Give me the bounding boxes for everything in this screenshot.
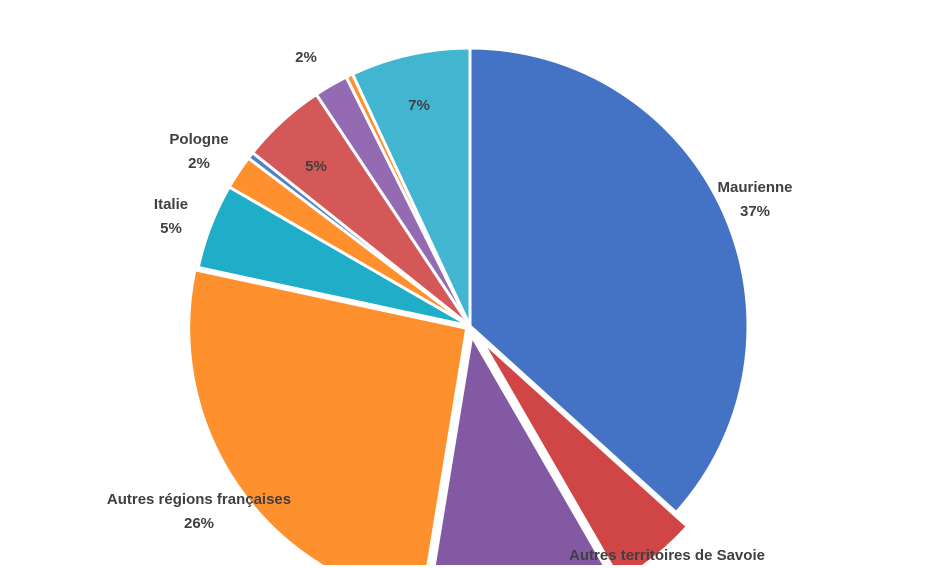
label-purple-small-pct: 2% — [295, 49, 317, 66]
label-teal-pct: 7% — [408, 97, 430, 114]
label-italie: Italie 5% — [154, 193, 188, 241]
pie-slice-2 — [432, 334, 606, 565]
pie-slice-autres-territoires-de-savoie — [479, 338, 689, 565]
label-red-small: 5% — [305, 155, 327, 179]
pie-slice-maurienne — [468, 46, 750, 515]
label-savoie-name: Autres territoires de Savoie — [569, 547, 765, 564]
label-italie-pct: 5% — [160, 220, 182, 237]
label-italie-name: Italie — [153, 196, 189, 213]
label-pologne: Pologne 2% — [169, 128, 228, 176]
label-pologne-name: Pologne — [169, 131, 229, 148]
label-maurienne-name: Maurienne — [717, 179, 793, 196]
label-maurienne: Maurienne 37% — [717, 176, 792, 224]
label-regions-pct: 26% — [183, 515, 215, 532]
label-pologne-pct: 2% — [188, 155, 210, 172]
label-maurienne-pct: 37% — [739, 203, 771, 220]
label-autres-territoires-savoie: Autres territoires de Savoie — [569, 544, 765, 568]
pie-slice-10 — [351, 46, 472, 328]
label-regions-name: Autres régions françaises — [106, 491, 292, 508]
pie-slice-autres-r-gions-fran-aises — [187, 268, 469, 565]
label-purple-small: 2% — [295, 46, 317, 70]
label-teal: 7% — [408, 94, 430, 118]
label-autres-regions: Autres régions françaises 26% — [107, 488, 291, 536]
label-red-small-pct: 5% — [305, 158, 327, 175]
